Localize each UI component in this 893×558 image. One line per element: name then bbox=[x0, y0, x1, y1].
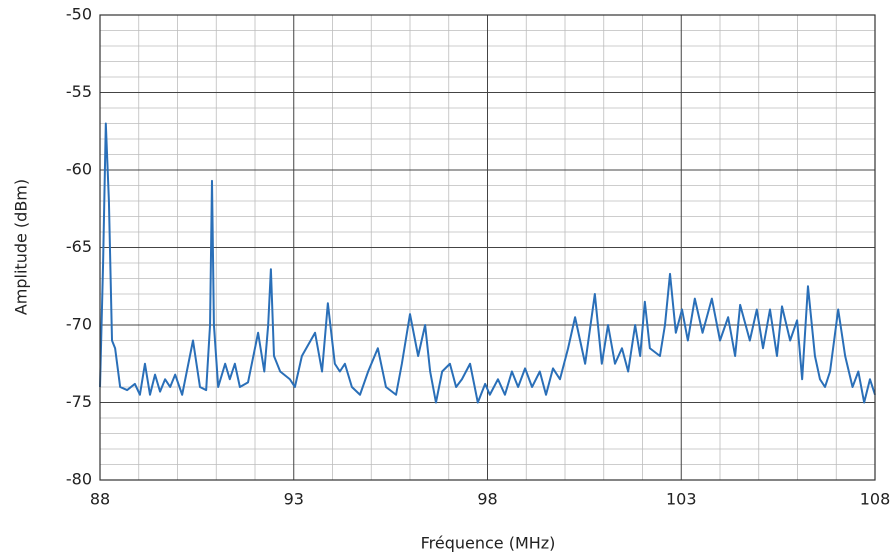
x-tick-label: 98 bbox=[477, 490, 497, 509]
y-tick-label: -65 bbox=[66, 237, 92, 256]
y-tick-label: -50 bbox=[66, 5, 92, 24]
y-axis-title: Amplitude (dBm) bbox=[12, 179, 31, 315]
y-tick-label: -55 bbox=[66, 82, 92, 101]
x-tick-label: 103 bbox=[666, 490, 697, 509]
x-tick-label: 108 bbox=[860, 490, 891, 509]
x-tick-label: 93 bbox=[284, 490, 304, 509]
y-tick-label: -70 bbox=[66, 315, 92, 334]
grid bbox=[99, 14, 876, 481]
plot-frame bbox=[99, 14, 876, 481]
x-tick-label: 88 bbox=[90, 490, 110, 509]
y-tick-label: -60 bbox=[66, 160, 92, 179]
y-tick-label: -75 bbox=[66, 392, 92, 411]
x-axis-title: Fréquence (MHz) bbox=[421, 534, 556, 553]
plot bbox=[99, 122, 876, 404]
spectrum-line bbox=[99, 122, 876, 404]
y-tick-label: -80 bbox=[66, 470, 92, 489]
